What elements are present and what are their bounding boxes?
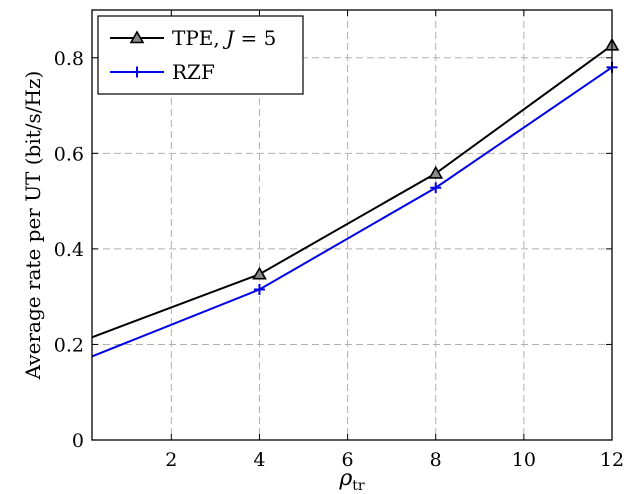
data-point-rzf-8 — [430, 182, 442, 194]
legend-label-tpe-suffix: = 5 — [234, 26, 276, 50]
x-tick-label-6: 6 — [342, 449, 354, 471]
legend-label-tpe-prefix: TPE, — [172, 26, 226, 50]
data-point-rzf-4 — [253, 284, 265, 295]
series-line-rzf — [91, 66, 613, 358]
x-axis-label-symbol: ρ — [338, 466, 352, 491]
legend-label-rzf: RZF — [172, 60, 215, 84]
legend-label-rzf-prefix: RZF — [172, 60, 215, 84]
x-axis-label: ρtr — [338, 466, 365, 494]
legend-label-tpe-var: J — [222, 26, 235, 50]
legend-marker-shape-tpe — [129, 30, 145, 44]
legend-label-tpe: TPE, J = 5 — [172, 26, 276, 50]
data-point-tpe-4 — [252, 266, 267, 280]
series-line-tpe — [91, 44, 613, 339]
plot-frame — [91, 9, 613, 441]
ticks: 2 4 6 8 10 12 0 0.2 0.4 0.6 0.8 — [54, 10, 624, 471]
legend-marker-rzf — [131, 66, 143, 78]
y-tick-label-0: 0 — [72, 430, 84, 452]
y-tick-label-2: 0.4 — [54, 239, 84, 261]
x-tick-label-12: 12 — [600, 449, 624, 471]
legend-box — [97, 15, 304, 95]
x-tick-label-8: 8 — [430, 449, 442, 471]
x-tick-label-2: 2 — [165, 449, 177, 471]
y-tick-label-1: 0.2 — [54, 334, 84, 356]
legend: TPE, J = 5 RZF — [97, 15, 304, 95]
data-point-tpe-8 — [428, 165, 444, 179]
x-axis-label-subscript: tr — [352, 478, 365, 494]
legend-entry-rzf: RZF — [110, 60, 215, 84]
x-tick-label-10: 10 — [512, 449, 536, 471]
legend-marker-tpe — [129, 30, 145, 44]
y-tick-label-4: 0.8 — [54, 48, 84, 70]
legend-entry-tpe: TPE, J = 5 — [110, 26, 276, 50]
y-tick-label-3: 0.6 — [54, 143, 84, 165]
y-axis-label-group: Average rate per UT (bit/s/Hz) — [21, 71, 45, 381]
x-tick-label-4: 4 — [253, 449, 265, 471]
y-axis-label: Average rate per UT (bit/s/Hz) — [21, 71, 45, 381]
legend-marker-shape-rzf — [131, 66, 143, 78]
